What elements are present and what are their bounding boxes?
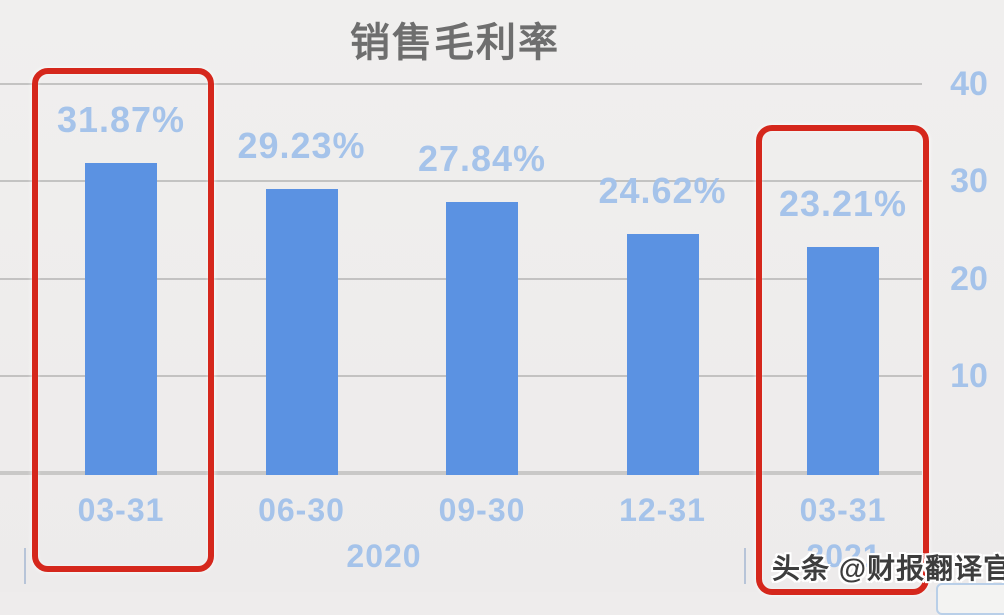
bar-value-label: 29.23% <box>237 124 366 166</box>
year-axis-separator <box>24 548 26 584</box>
bar-03-31 <box>807 247 879 475</box>
year-label-2020: 2020 <box>346 538 422 574</box>
gridline-40 <box>0 83 922 85</box>
x-tick-label: 03-31 <box>799 492 887 528</box>
x-tick-label: 12-31 <box>619 492 706 528</box>
x-tick-label: 03-31 <box>77 492 165 528</box>
bar-03-31 <box>85 163 157 475</box>
y-tick-label-40: 40 <box>950 65 988 103</box>
bar-value-label: 27.84% <box>417 138 547 180</box>
y-tick-label-20: 20 <box>950 259 988 298</box>
y-tick-label-10: 10 <box>950 356 988 395</box>
gridline-30 <box>0 180 922 183</box>
chart-title: 销售毛利率 <box>350 21 560 65</box>
y-tick-label-30: 30 <box>950 162 988 201</box>
year-label-2021: 2021 <box>806 538 882 574</box>
highlight-box-2021-03-31 <box>756 125 929 595</box>
bar-12-31 <box>626 233 699 475</box>
bar-06-30 <box>265 188 338 475</box>
corner-widget-partial <box>936 583 1004 615</box>
x-tick-label: 06-30 <box>258 492 345 528</box>
watermark: 头条 @财报翻译官 <box>772 553 1004 584</box>
bar-value-label: 23.21% <box>778 183 908 225</box>
year-axis-separator <box>744 548 746 584</box>
bar-value-label: 24.62% <box>598 169 727 211</box>
x-tick-label: 09-30 <box>438 492 526 528</box>
bar-09-30 <box>446 202 518 475</box>
highlight-box-2020-03-31 <box>32 68 214 572</box>
bar-value-label: 31.87% <box>56 99 186 141</box>
